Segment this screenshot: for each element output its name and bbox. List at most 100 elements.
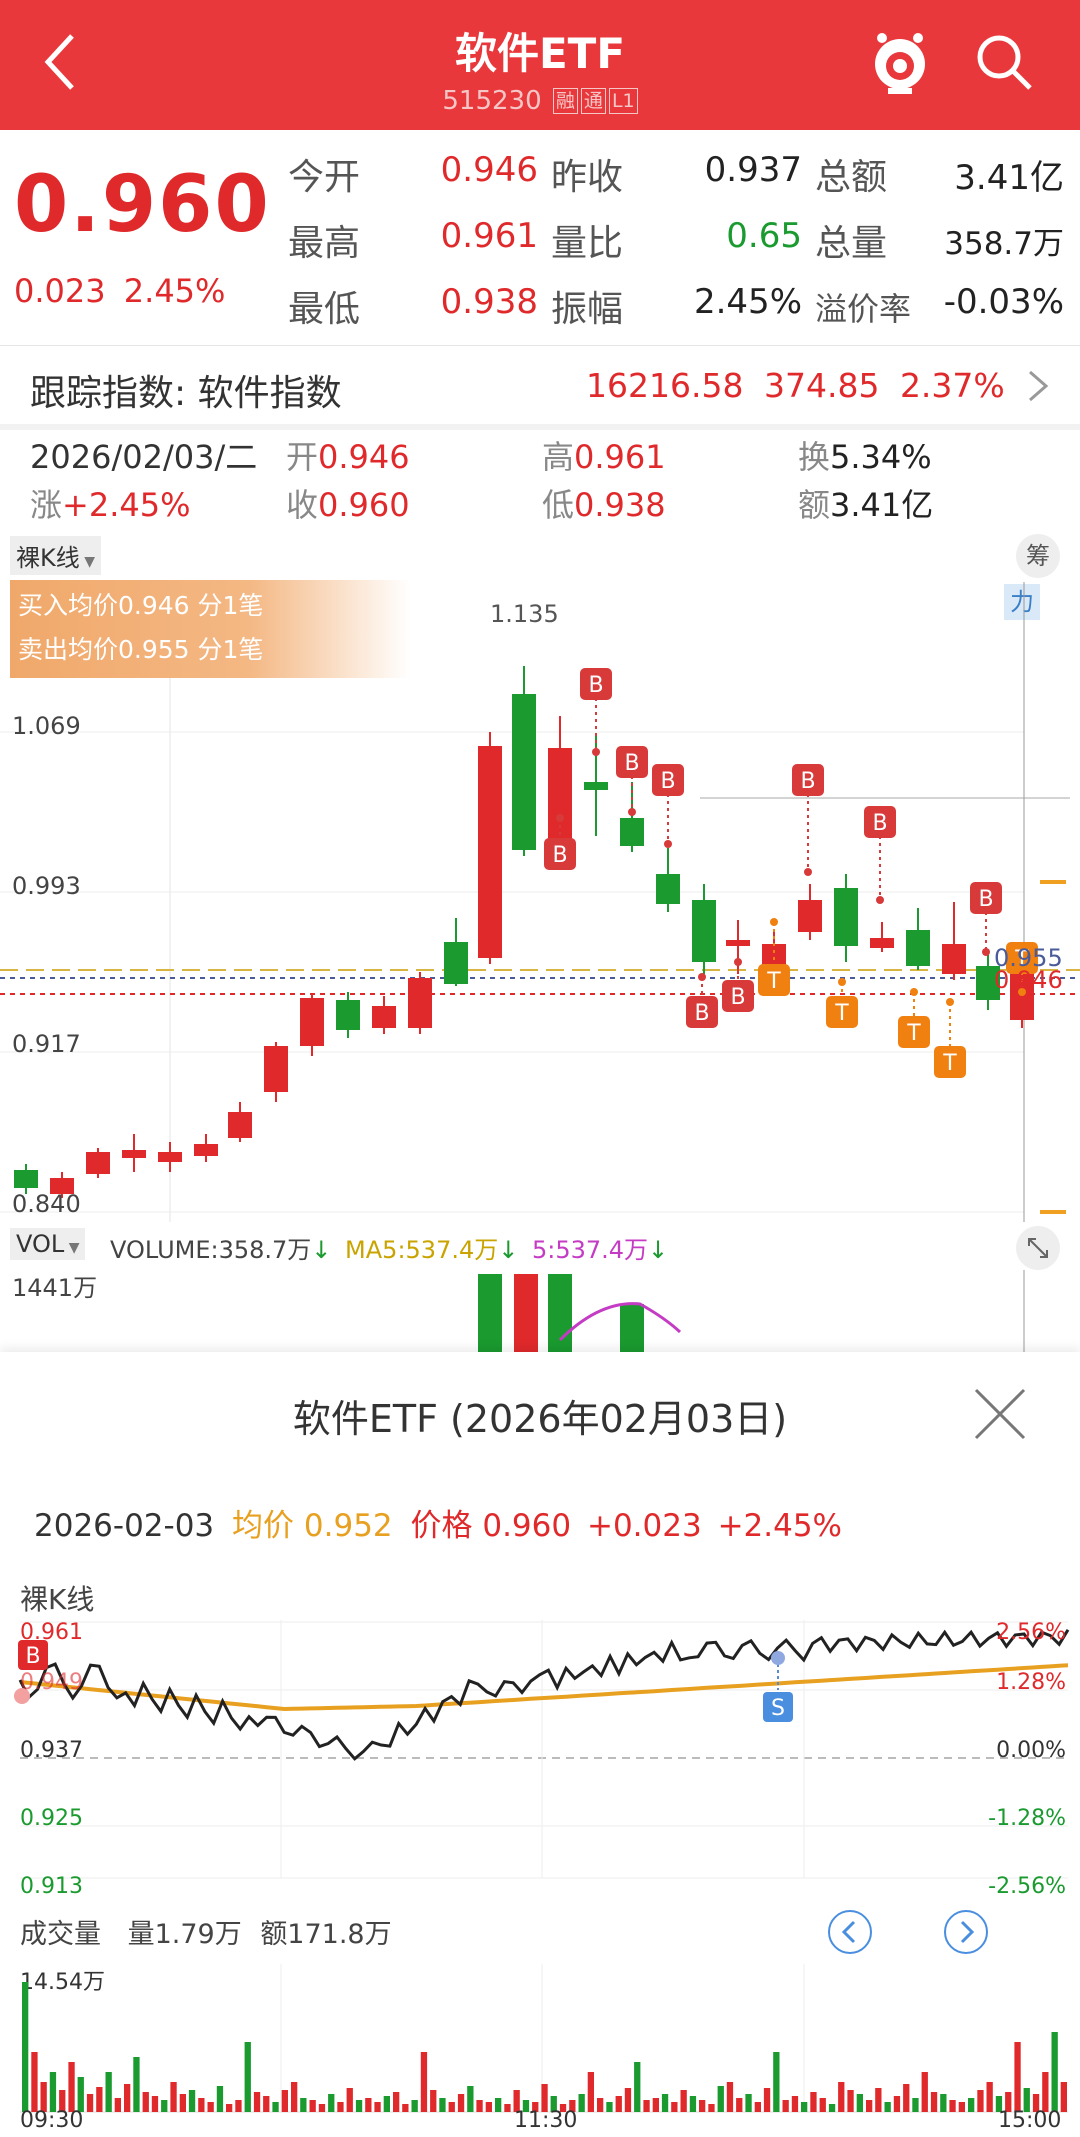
- candle-body: [656, 874, 680, 904]
- price-change: 0.023 2.45%: [14, 272, 225, 310]
- prev-button[interactable]: [826, 1908, 874, 1956]
- tracking-index-row[interactable]: 跟踪指数: 软件指数 16216.58 374.85 2.37%: [0, 346, 1080, 424]
- chip-button[interactable]: 筹: [1016, 534, 1060, 578]
- volume-bar: [634, 2062, 641, 2112]
- next-button[interactable]: [942, 1908, 990, 1956]
- close-icon: [974, 1388, 1026, 1440]
- t-marker: T: [934, 1046, 966, 1078]
- total-volume-label: 总量: [815, 223, 888, 264]
- day-turnover-label: 换: [798, 438, 831, 476]
- buy-marker: B: [544, 838, 576, 870]
- kline-mode-selector[interactable]: 裸K线 ▼: [10, 536, 101, 575]
- volume-bar: [318, 2104, 326, 2112]
- volume-bar: [726, 2082, 734, 2112]
- left-axis-3: 0.937: [20, 1738, 83, 1763]
- volume-bar: [1060, 2082, 1067, 2112]
- day-close-label: 收: [286, 486, 319, 524]
- tracking-index-values: 16216.58 374.85 2.37%: [586, 366, 1005, 405]
- volume-bar: [151, 2096, 159, 2112]
- volume-bar: [717, 2086, 724, 2112]
- sheet-vol-qty: 量1.79万: [127, 1919, 242, 1950]
- volume-bar: [86, 2094, 94, 2112]
- volume-bar: [661, 2094, 669, 2112]
- sheet-avg: 0.952: [303, 1508, 393, 1544]
- volume-bar: [49, 2072, 57, 2112]
- trade-summary: 买入均价0.946 分1笔 卖出均价0.955 分1笔: [10, 580, 410, 678]
- sheet-price: 0.960: [482, 1508, 572, 1544]
- chevron-left-icon: [44, 34, 74, 90]
- arrow-down-icon: ↓: [498, 1236, 519, 1264]
- volume-bar: [903, 2084, 910, 2112]
- volume-bar: [105, 2072, 112, 2112]
- arrow-down-icon: ↓: [311, 1236, 332, 1264]
- open-value: 0.946: [440, 150, 538, 190]
- vol-label: VOL: [16, 1230, 65, 1258]
- expand-icon: [1028, 1238, 1048, 1258]
- t-marker: T: [758, 964, 790, 996]
- mascot-button[interactable]: [868, 28, 932, 98]
- volume-bar: [569, 2100, 576, 2112]
- volume-bar: [1023, 2088, 1030, 2112]
- prev-close-value: 0.937: [704, 150, 802, 190]
- sheet-avg-label: 均价: [232, 1508, 295, 1544]
- svg-text:B: B: [624, 751, 639, 776]
- mascot-icon: [875, 33, 925, 94]
- buy-marker: B: [970, 882, 1002, 914]
- volume-bar: [420, 2052, 428, 2112]
- fund-code-text: 515230: [442, 86, 542, 116]
- volume-bar: [96, 2087, 103, 2112]
- svg-text:B: B: [872, 811, 887, 836]
- volume-bar: [699, 2100, 706, 2112]
- volume-bar: [828, 2104, 836, 2112]
- volume-bar: [652, 2098, 659, 2112]
- low-label: 最低: [288, 289, 361, 330]
- volume-bar: [875, 2088, 882, 2112]
- svg-text:B: B: [800, 769, 815, 794]
- left-axis-2: 0.949: [20, 1670, 83, 1695]
- volume-bar: [986, 2082, 993, 2112]
- price-line: [18, 1629, 1070, 1761]
- candle-body: [942, 944, 966, 974]
- sheet-mode-label[interactable]: 裸K线: [20, 1583, 95, 1616]
- volume-bar: [680, 2090, 687, 2112]
- volume-bar: [430, 2090, 437, 2112]
- candle-body: [512, 694, 536, 850]
- y-label-2: 0.993: [12, 872, 81, 900]
- volume-bar: [624, 2088, 632, 2112]
- candle-body: [834, 888, 858, 946]
- vol-selector[interactable]: VOL ▼: [10, 1228, 86, 1260]
- right-axis-4: -1.28%: [988, 1806, 1066, 1831]
- volume-bar: [893, 2096, 901, 2112]
- volume-bar: [1042, 2072, 1049, 2112]
- dropdown-icon: ▼: [79, 554, 95, 570]
- day-low-label: 低: [542, 486, 575, 524]
- svg-text:T: T: [1014, 947, 1029, 972]
- vol-bar: [548, 1274, 572, 1352]
- close-button[interactable]: [968, 1382, 1032, 1446]
- svg-text:B: B: [694, 1001, 709, 1026]
- buy-marker: B: [792, 764, 824, 796]
- expand-button[interactable]: [1016, 1226, 1060, 1270]
- low-value: 0.938: [440, 282, 538, 322]
- current-price: 0.960: [14, 160, 271, 250]
- t-marker: T: [826, 996, 858, 1028]
- volume-bar: [355, 2100, 363, 2112]
- page-title: 软件ETF: [454, 29, 626, 78]
- volume-bar: [541, 2084, 548, 2112]
- back-button[interactable]: [36, 28, 86, 98]
- amount-label: 总额: [815, 157, 888, 198]
- sell-summary: 卖出均价0.955 分1笔: [18, 635, 264, 664]
- volume-bar: [884, 2102, 891, 2112]
- search-icon: [977, 35, 1032, 90]
- volume-bar: [578, 2094, 585, 2112]
- volume-bar: [272, 2102, 279, 2112]
- candle-body: [620, 818, 644, 846]
- candle-body: [444, 942, 468, 984]
- volume-bar: [856, 2094, 863, 2112]
- tracking-index-label: 跟踪指数: 软件指数: [30, 373, 342, 414]
- search-button[interactable]: [972, 30, 1036, 94]
- volume-bar: [736, 2098, 743, 2112]
- volume-bar: [383, 2096, 390, 2112]
- volume-bar: [958, 2102, 965, 2112]
